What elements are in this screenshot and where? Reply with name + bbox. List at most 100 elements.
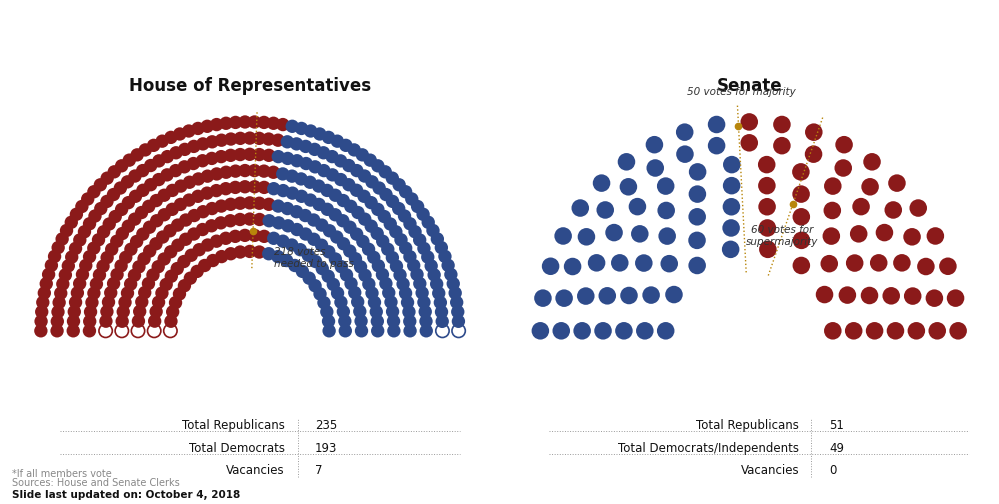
Circle shape [290, 205, 303, 218]
Circle shape [354, 260, 368, 274]
Circle shape [399, 286, 413, 300]
Circle shape [418, 295, 431, 309]
Circle shape [239, 164, 252, 177]
Circle shape [658, 227, 676, 245]
Circle shape [184, 272, 197, 285]
Circle shape [136, 183, 150, 197]
Circle shape [315, 218, 329, 232]
Circle shape [73, 277, 86, 290]
Circle shape [372, 159, 385, 172]
Circle shape [224, 247, 238, 261]
Circle shape [323, 224, 337, 237]
Circle shape [234, 245, 247, 259]
Circle shape [399, 185, 413, 199]
Text: Vacancies: Vacancies [226, 464, 285, 477]
Text: Total Republicans: Total Republicans [182, 419, 285, 432]
Circle shape [322, 270, 335, 283]
Circle shape [272, 216, 286, 229]
Circle shape [90, 277, 103, 291]
Circle shape [96, 260, 110, 273]
Text: 218 votes
needed to pass: 218 votes needed to pass [274, 247, 354, 269]
Circle shape [326, 168, 339, 181]
Circle shape [215, 250, 229, 263]
Circle shape [348, 286, 362, 299]
Circle shape [219, 232, 233, 245]
Circle shape [179, 213, 193, 227]
Circle shape [321, 184, 334, 197]
Circle shape [907, 322, 925, 340]
Circle shape [135, 295, 149, 308]
Circle shape [110, 234, 124, 248]
Circle shape [615, 322, 632, 340]
Circle shape [449, 286, 462, 300]
Circle shape [636, 322, 653, 340]
Circle shape [390, 225, 403, 238]
Circle shape [116, 314, 129, 328]
Circle shape [272, 134, 285, 147]
Circle shape [88, 209, 102, 223]
Circle shape [277, 184, 290, 197]
Circle shape [939, 258, 957, 275]
Circle shape [271, 250, 285, 263]
Circle shape [128, 213, 142, 226]
Circle shape [404, 324, 417, 338]
Circle shape [452, 314, 466, 328]
Circle shape [267, 232, 281, 245]
Title: House of Representatives: House of Representatives [129, 77, 371, 95]
Circle shape [592, 174, 610, 192]
Circle shape [312, 179, 326, 193]
Circle shape [65, 216, 78, 229]
Circle shape [365, 196, 378, 209]
Circle shape [327, 278, 340, 291]
Circle shape [59, 268, 72, 282]
Circle shape [304, 124, 318, 138]
Circle shape [337, 194, 350, 207]
Circle shape [191, 122, 205, 135]
Circle shape [845, 322, 862, 340]
Circle shape [307, 213, 321, 227]
Circle shape [198, 259, 212, 272]
Circle shape [161, 168, 174, 181]
Circle shape [882, 287, 900, 304]
Circle shape [262, 198, 276, 211]
Circle shape [420, 324, 433, 338]
Circle shape [450, 296, 464, 309]
Circle shape [215, 150, 228, 163]
Circle shape [688, 208, 706, 226]
Circle shape [571, 199, 589, 217]
Circle shape [258, 116, 271, 129]
Circle shape [342, 178, 356, 192]
Circle shape [206, 202, 219, 215]
Circle shape [229, 164, 242, 178]
Circle shape [122, 219, 135, 233]
Circle shape [447, 277, 460, 290]
Circle shape [169, 164, 183, 177]
Circle shape [665, 286, 682, 303]
Circle shape [348, 143, 361, 157]
Circle shape [758, 219, 776, 237]
Circle shape [34, 324, 48, 338]
Circle shape [215, 200, 228, 213]
Circle shape [220, 116, 233, 130]
Circle shape [303, 272, 316, 285]
Circle shape [838, 286, 856, 304]
Circle shape [224, 214, 237, 227]
Circle shape [286, 119, 299, 133]
Circle shape [372, 259, 385, 273]
Circle shape [161, 150, 174, 163]
Circle shape [210, 167, 224, 180]
Circle shape [75, 200, 89, 213]
Circle shape [617, 153, 635, 170]
Circle shape [171, 218, 185, 232]
Circle shape [363, 277, 376, 291]
Circle shape [185, 248, 198, 262]
Circle shape [81, 193, 94, 206]
Circle shape [295, 172, 308, 185]
Circle shape [105, 242, 119, 256]
Circle shape [115, 259, 128, 273]
Circle shape [822, 227, 840, 245]
Circle shape [158, 188, 171, 202]
Circle shape [309, 255, 323, 268]
Circle shape [758, 177, 775, 195]
Circle shape [773, 116, 790, 133]
